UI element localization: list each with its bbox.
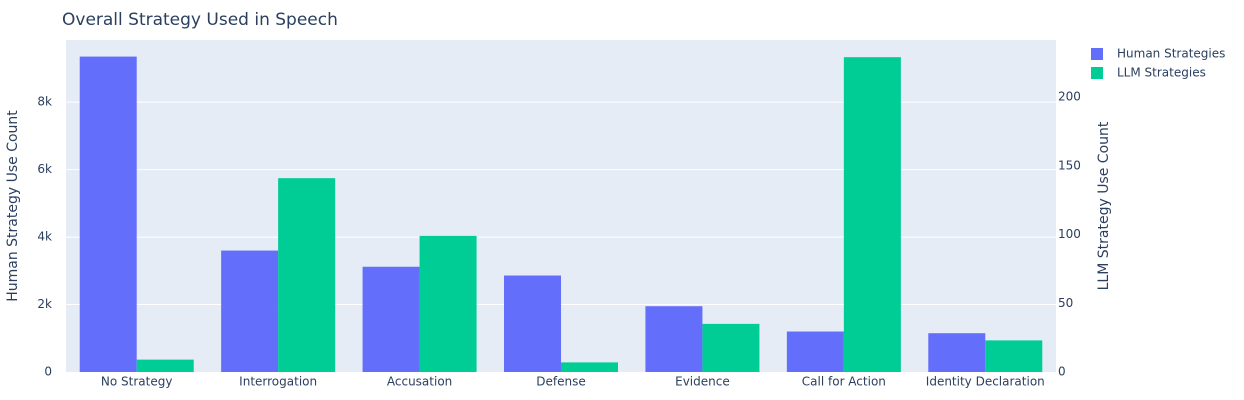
y-right-tick-label: 0 <box>1058 365 1066 379</box>
bar-llm-accusation[interactable] <box>419 235 477 372</box>
x-tick-label: Evidence <box>675 375 730 389</box>
y-left-tick-label: 0 <box>44 365 52 379</box>
legend-swatch-llm <box>1091 67 1103 79</box>
bar-human-interrogation[interactable] <box>221 250 279 372</box>
y-right-tick-label: 150 <box>1058 158 1081 172</box>
y-axis-left-title: Human Strategy Use Count <box>5 110 21 302</box>
chart-title: Overall Strategy Used in Speech <box>62 10 338 30</box>
y-left-tick-label: 8k <box>37 95 52 109</box>
bar-human-defense[interactable] <box>504 275 561 372</box>
x-tick-label: Call for Action <box>802 375 886 389</box>
y-right-tick-label: 50 <box>1058 296 1073 310</box>
y-axis-right-ticks: 0 50 100 150 200 <box>1058 90 1081 379</box>
bar-llm-defense[interactable] <box>561 362 618 372</box>
y-right-tick-label: 200 <box>1058 90 1081 104</box>
bar-llm-call-for-action[interactable] <box>843 57 901 372</box>
bar-llm-evidence[interactable] <box>702 323 760 372</box>
x-tick-label: Defense <box>536 375 585 389</box>
legend-label-llm: LLM Strategies <box>1117 66 1206 80</box>
x-tick-label: Identity Declaration <box>926 375 1045 389</box>
y-left-tick-label: 6k <box>37 162 52 176</box>
y-left-tick-label: 4k <box>37 230 52 244</box>
bar-llm-no-strategy[interactable] <box>136 359 194 372</box>
legend-swatch-human <box>1091 48 1103 60</box>
bar-human-call-for-action[interactable] <box>786 331 844 372</box>
bar-llm-identity-declaration[interactable] <box>985 340 1043 372</box>
x-tick-label: Interrogation <box>239 375 317 389</box>
x-tick-label: No Strategy <box>101 375 173 389</box>
bar-human-identity-declaration[interactable] <box>928 333 986 372</box>
bar-human-evidence[interactable] <box>645 306 703 372</box>
bar-human-no-strategy[interactable] <box>79 56 137 373</box>
y-axis-left-ticks: 0 2k 4k 6k 8k <box>37 95 52 379</box>
x-tick-label: Accusation <box>387 375 452 389</box>
y-axis-right-title: LLM Strategy Use Count <box>1096 121 1112 290</box>
legend[interactable]: Human Strategies LLM Strategies <box>1091 47 1225 80</box>
bar-human-accusation[interactable] <box>362 266 420 372</box>
y-right-tick-label: 100 <box>1058 227 1081 241</box>
y-left-tick-label: 2k <box>37 297 52 311</box>
bar-llm-interrogation[interactable] <box>278 178 336 372</box>
bars <box>79 56 1043 373</box>
x-axis-ticks: No Strategy Interrogation Accusation Defens… <box>101 375 1045 389</box>
legend-label-human: Human Strategies <box>1117 47 1225 61</box>
